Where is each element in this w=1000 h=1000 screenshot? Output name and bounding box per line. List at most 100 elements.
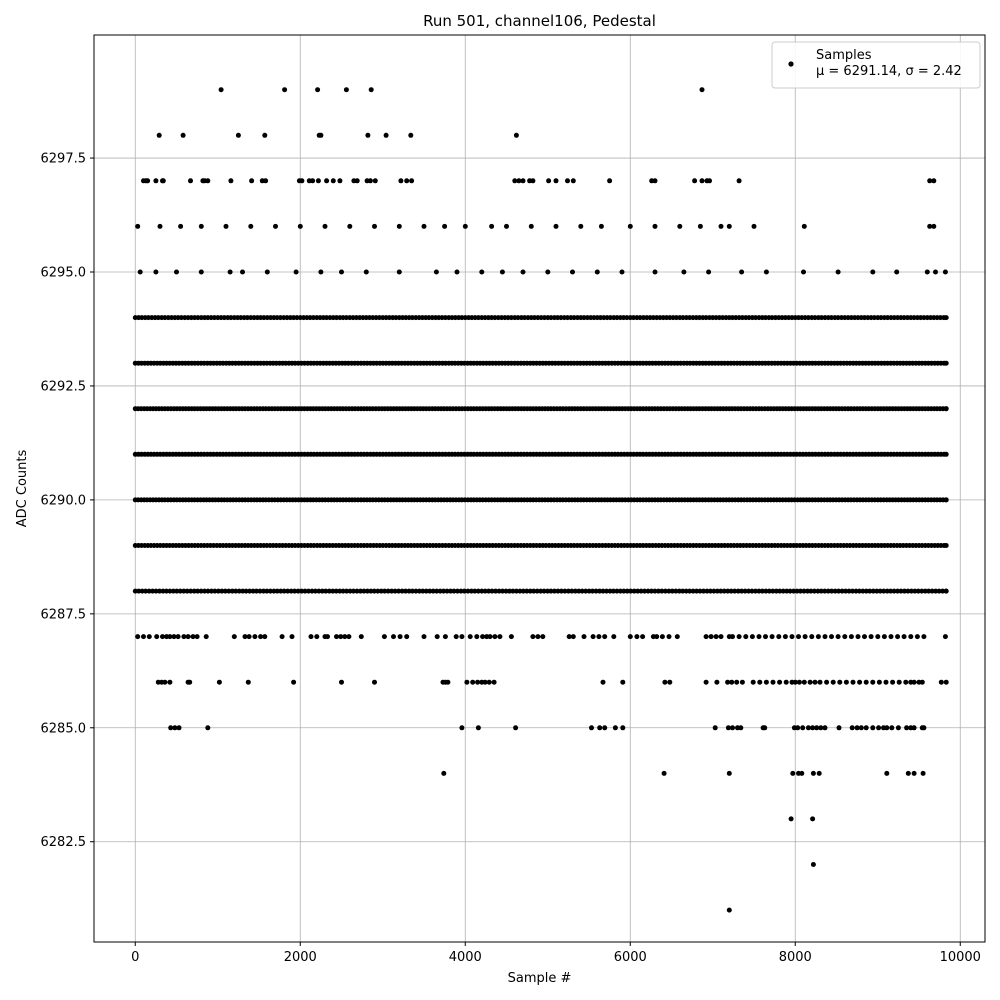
data-point [167, 679, 173, 685]
data-point [508, 634, 514, 640]
data-point [732, 588, 738, 594]
data-point [805, 725, 811, 731]
data-point [911, 679, 917, 685]
data-point [801, 223, 807, 229]
data-point [163, 588, 169, 594]
data-point [943, 406, 949, 412]
data-point [855, 634, 861, 640]
data-point [777, 588, 783, 594]
y-tick-label: 6292.5 [41, 379, 87, 394]
data-point [472, 588, 478, 594]
data-point [762, 725, 768, 731]
data-point [267, 588, 273, 594]
data-point [631, 588, 637, 594]
data-point [195, 588, 201, 594]
axis-ticks: 0 2000 4000 6000 8000 10000 6282.5 6285.0 6287.5… [41, 152, 981, 965]
data-point [459, 634, 465, 640]
data-point [763, 679, 769, 685]
data-point [274, 588, 280, 594]
data-point [434, 588, 440, 594]
data-point [233, 588, 239, 594]
data-point [818, 725, 824, 731]
data-point [642, 588, 648, 594]
data-point [750, 679, 756, 685]
data-point [822, 588, 828, 594]
data-point [600, 588, 606, 594]
data-point [558, 588, 564, 594]
data-point [810, 725, 816, 731]
data-point [850, 588, 855, 594]
data-point [776, 634, 782, 640]
data-point [884, 725, 890, 731]
data-point [751, 223, 757, 229]
data-point [475, 679, 481, 685]
data-point [884, 770, 890, 776]
data-point [396, 588, 402, 594]
data-point [465, 588, 471, 594]
data-point [264, 588, 270, 594]
data-point [285, 588, 291, 594]
data-point [905, 588, 911, 594]
data-point [297, 223, 303, 229]
data-point [739, 269, 745, 275]
data-point [846, 588, 852, 594]
data-point [231, 634, 237, 640]
data-point [927, 178, 933, 184]
data-point [535, 634, 541, 640]
data-point [135, 634, 141, 640]
data-point [926, 588, 932, 594]
data-point [262, 132, 268, 138]
data-point [800, 725, 806, 731]
data-point [579, 588, 585, 594]
data-point [242, 634, 248, 640]
data-point [942, 269, 948, 275]
data-point [540, 634, 546, 640]
data-point [589, 725, 594, 731]
y-axis-label: ADC Counts [15, 450, 30, 528]
data-point [310, 178, 316, 184]
data-point [801, 269, 806, 275]
data-point [371, 588, 377, 594]
data-point [919, 588, 925, 594]
y-tick-label: 6295.0 [41, 266, 87, 281]
data-point [531, 588, 537, 594]
data-point [442, 223, 448, 229]
data-point [396, 269, 402, 275]
data-point [143, 588, 149, 594]
data-point [153, 269, 159, 275]
data-point [180, 132, 186, 138]
data-point [185, 634, 191, 640]
data-point [790, 770, 796, 776]
data-point [322, 223, 328, 229]
data-point [218, 87, 224, 93]
data-point [824, 679, 830, 685]
data-point [812, 679, 818, 685]
data-point [742, 588, 748, 594]
data-point [430, 588, 436, 594]
data-point [342, 634, 348, 640]
data-point [441, 588, 447, 594]
data-point [141, 634, 146, 640]
plot-frame [93, 34, 986, 943]
data-point [497, 634, 503, 640]
data-point [137, 269, 143, 275]
data-point [736, 178, 742, 184]
data-point [877, 588, 883, 594]
data-point [649, 588, 654, 594]
data-point [829, 588, 835, 594]
data-point [783, 679, 789, 685]
data-point [368, 87, 374, 93]
data-point [789, 634, 795, 640]
data-point [282, 87, 288, 93]
data-point [788, 816, 794, 822]
data-point [475, 588, 481, 594]
data-point [759, 588, 765, 594]
data-point [908, 634, 914, 640]
data-point [875, 634, 881, 640]
data-point [888, 634, 894, 640]
data-point [612, 725, 618, 731]
data-point [372, 178, 378, 184]
data-point [470, 679, 476, 685]
data-point [942, 634, 948, 640]
data-point [464, 679, 470, 685]
